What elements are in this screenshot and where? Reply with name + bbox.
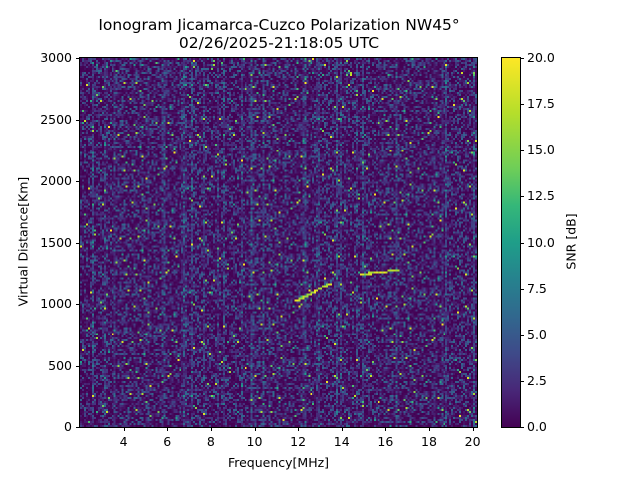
x-tick-label: 16	[377, 434, 394, 449]
colorbar-tick-mark	[520, 196, 524, 198]
x-axis-label: Frequency[MHz]	[227, 455, 330, 470]
snr-heatmap	[80, 58, 477, 427]
colorbar-label: SNR [dB]	[563, 213, 579, 270]
x-tick-label: 6	[163, 434, 172, 449]
y-tick-label: 500	[48, 357, 72, 373]
x-tick-mark	[429, 427, 430, 431]
colorbar-tick-mark	[520, 150, 524, 152]
colorbar-tick-label: 12.5	[527, 188, 555, 204]
y-tick-label: 0	[64, 419, 72, 434]
colorbar-tick-label: 5.0	[527, 326, 547, 342]
colorbar-tick-label: 2.5	[527, 372, 547, 388]
x-tick-mark	[385, 427, 387, 431]
colorbar-tick-mark	[520, 288, 524, 290]
ionogram-plot-area	[79, 57, 478, 428]
colorbar-tick-mark	[520, 242, 524, 244]
chart-title: Ionogram Jicamarca-Cuzco Polarization NW…	[98, 16, 460, 34]
x-tick-label: 18	[421, 434, 437, 449]
y-tick-label: 1500	[40, 234, 72, 250]
colorbar-tick-label: 7.5	[527, 280, 547, 296]
x-tick-label: 20	[464, 434, 481, 449]
colorbar-tick-label: 17.5	[527, 96, 555, 112]
colorbar-tick-mark	[520, 427, 524, 428]
y-tick-label: 3000	[40, 50, 72, 65]
colorbar-tick-label: 15.0	[527, 142, 555, 158]
colorbar-tick-mark	[520, 334, 524, 336]
x-tick-label: 14	[333, 434, 350, 449]
y-tick-label: 2000	[40, 173, 72, 188]
x-tick-mark	[123, 427, 125, 431]
colorbar-tick-mark	[520, 104, 524, 106]
y-tick-label: 1000	[40, 296, 72, 311]
colorbar-tick-label: 20.0	[527, 50, 555, 65]
colorbar-tick-mark	[520, 380, 524, 382]
x-tick-mark	[341, 427, 343, 431]
x-tick-mark	[254, 427, 256, 431]
x-tick-mark	[472, 427, 474, 431]
y-tick-mark	[76, 119, 80, 121]
x-tick-mark	[298, 427, 300, 431]
y-tick-mark	[76, 304, 80, 305]
x-tick-label: 10	[246, 434, 263, 449]
x-tick-label: 4	[119, 434, 128, 449]
y-tick-mark	[76, 242, 80, 244]
x-tick-mark	[167, 427, 169, 431]
colorbar-tick-label: 10.0	[527, 234, 555, 250]
colorbar	[501, 57, 521, 428]
y-tick-mark	[76, 58, 80, 59]
y-tick-mark	[76, 181, 80, 182]
y-tick-label: 2500	[40, 111, 72, 127]
colorbar-tick-mark	[520, 58, 524, 59]
x-tick-label: 8	[206, 434, 215, 449]
chart-subtitle-timestamp: 02/26/2025-21:18:05 UTC	[178, 34, 380, 52]
colorbar-tick-label: 0.0	[527, 419, 547, 434]
y-tick-mark	[76, 365, 80, 367]
x-tick-mark	[210, 427, 212, 431]
x-tick-label: 12	[290, 434, 307, 449]
y-tick-mark	[76, 427, 80, 428]
